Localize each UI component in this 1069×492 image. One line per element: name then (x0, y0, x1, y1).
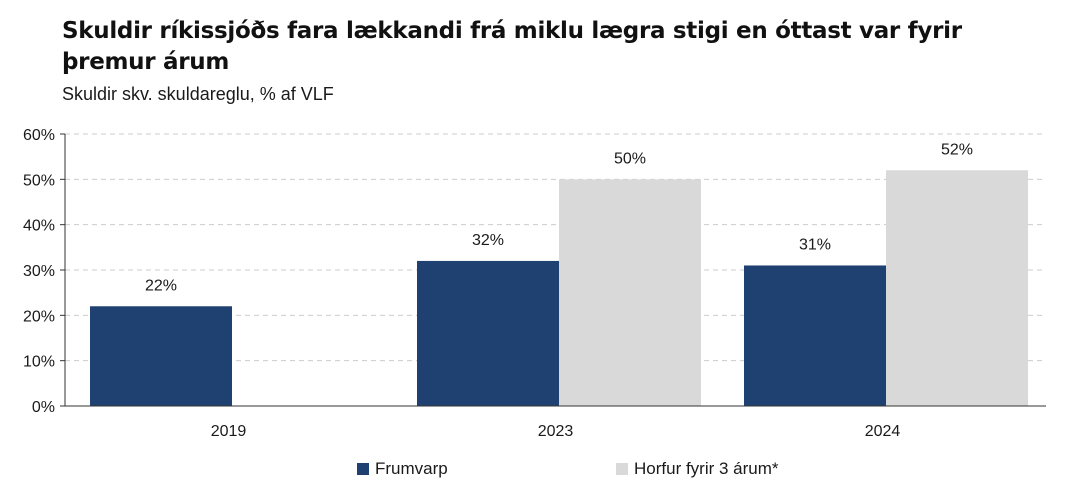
bar-Frumvarp-2024 (744, 265, 886, 406)
data-label: 22% (145, 277, 177, 294)
chart-title: Skuldir ríkissjóðs fara lækkandi frá mik… (62, 18, 962, 75)
data-label: 50% (614, 150, 646, 167)
legend-item-frumvarp: Frumvarp (357, 459, 448, 479)
bar-Frumvarp-2023 (417, 260, 559, 406)
legend-item-horfur: Horfur fyrir 3 árum* (616, 459, 779, 479)
y-tick-label: 60% (23, 127, 55, 144)
data-labels: 22% 32% 50% 31% 52% (145, 141, 973, 294)
bar-Horfur fyrir 3 árum*-2024 (886, 170, 1028, 406)
y-tick-label: 20% (23, 308, 55, 325)
y-tick-label: 10% (23, 354, 55, 371)
legend-swatch-frumvarp (357, 463, 369, 475)
chart-subtitle: Skuldir skv. skuldareglu, % af VLF (62, 84, 334, 104)
y-tick-label: 40% (23, 218, 55, 235)
legend-label-horfur: Horfur fyrir 3 árum* (634, 459, 779, 478)
bar-chart: 0% 10% 20% 30% 40% 50% 60% 22% 32% 50% 31% 52% 201… (23, 127, 1046, 440)
y-tick-label: 30% (23, 263, 55, 280)
y-tick-label: 0% (32, 399, 55, 416)
data-label: 52% (941, 141, 973, 158)
bar-Horfur fyrir 3 árum*-2023 (559, 179, 701, 406)
x-tick-label: 2019 (211, 423, 247, 440)
y-tick-label: 50% (23, 172, 55, 189)
legend-label-frumvarp: Frumvarp (375, 459, 448, 478)
x-axis-tick-labels: 2019 2023 2024 (211, 423, 901, 440)
axes (60, 133, 1046, 407)
x-tick-label: 2023 (538, 423, 574, 440)
x-tick-label: 2024 (865, 423, 901, 440)
data-label: 32% (472, 232, 504, 249)
legend-swatch-horfur (616, 463, 628, 475)
chart-legend: Frumvarp Horfur fyrir 3 árum* (0, 459, 1069, 483)
bar-Frumvarp-2019 (90, 306, 232, 406)
bars (90, 170, 1028, 406)
y-axis-tick-labels: 0% 10% 20% 30% 40% 50% 60% (23, 127, 55, 416)
data-label: 31% (799, 236, 831, 253)
